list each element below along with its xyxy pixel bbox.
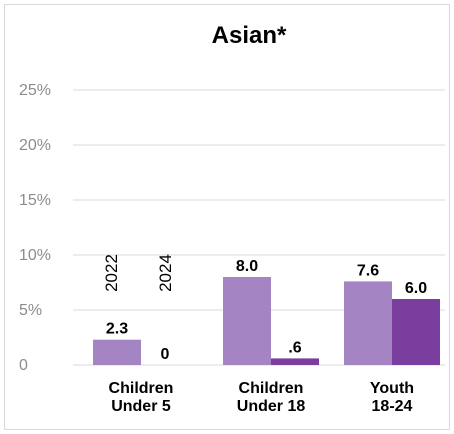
- category-label: Children: [239, 380, 304, 397]
- bar-2024: [392, 299, 440, 365]
- chart-frame: Asian* 0 5% 10% 15% 20% 25% 2.3 0 8.0 .6 7.6 6.0 C…: [4, 4, 450, 430]
- category-label: Children: [109, 380, 174, 397]
- bar-chart: Asian* 0 5% 10% 15% 20% 25% 2.3 0 8.0 .6 7.6 6.0 C…: [19, 22, 445, 415]
- chart-title: Asian*: [212, 22, 287, 49]
- data-label: 8.0: [236, 258, 258, 275]
- category-label: Under 5: [111, 398, 171, 415]
- bar-2024: [271, 358, 319, 365]
- bar-2022: [223, 277, 271, 365]
- y-tick-label: 20%: [19, 137, 51, 154]
- y-tick-label: 25%: [19, 82, 51, 99]
- data-label: 0: [161, 346, 170, 363]
- y-tick-label: 15%: [19, 192, 51, 209]
- data-label: 6.0: [405, 280, 427, 297]
- data-label: 7.6: [357, 262, 379, 279]
- category-label: Under 18: [237, 398, 306, 415]
- data-label: .6: [288, 339, 301, 356]
- bar-2022: [344, 281, 392, 365]
- category-label: 18-24: [372, 398, 413, 415]
- data-label: 2.3: [106, 321, 128, 338]
- bar-2022: [93, 339, 141, 365]
- y-tick-label: 10%: [19, 247, 51, 264]
- category-label: Youth: [370, 380, 414, 397]
- y-tick-label: 0: [19, 357, 28, 374]
- y-tick-label: 5%: [19, 302, 42, 319]
- legend-label-2024: 2024: [156, 254, 175, 292]
- legend-label-2022: 2022: [102, 254, 121, 292]
